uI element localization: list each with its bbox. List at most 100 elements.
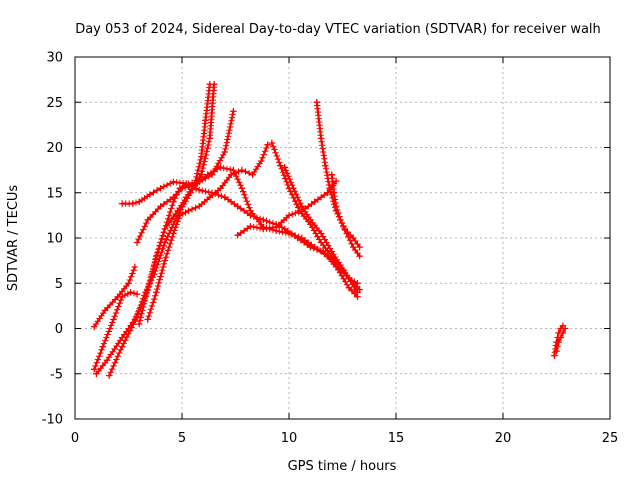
data-point [230, 108, 237, 115]
data-point [311, 198, 318, 205]
series-trace [95, 83, 211, 375]
data-point [234, 232, 241, 239]
data-point [343, 230, 350, 237]
series-s15 [553, 325, 569, 355]
data-point [311, 243, 318, 251]
series-s13 [234, 177, 340, 239]
data-point [185, 207, 192, 215]
y-tick-label: 5 [55, 277, 63, 292]
data-point [110, 316, 117, 323]
data-point [281, 164, 288, 171]
data-point [354, 280, 361, 287]
data-point [247, 223, 254, 230]
data-point [129, 200, 136, 207]
y-tick-label: -10 [42, 413, 63, 428]
series-trace [283, 166, 359, 285]
data-point [187, 189, 194, 196]
data-point [330, 189, 338, 196]
y-axis-title: SDTVAR / TECUs [6, 185, 21, 292]
data-point [131, 318, 139, 325]
data-point [249, 171, 256, 178]
data-point [337, 261, 344, 269]
series-s4 [106, 80, 218, 379]
data-point [101, 307, 109, 314]
data-point [133, 239, 141, 246]
data-point [257, 157, 265, 165]
data-point [146, 191, 154, 198]
data-point [298, 207, 306, 215]
data-point [161, 257, 169, 264]
series-trace [136, 166, 359, 298]
data-point [328, 171, 335, 178]
data-point [170, 178, 177, 186]
data-point [350, 243, 357, 251]
data-point [324, 189, 331, 196]
data-point [210, 80, 218, 88]
grid-lines [75, 57, 610, 419]
series-markers [281, 164, 361, 287]
data-point [131, 263, 139, 271]
data-point [136, 320, 143, 328]
x-tick-label: 20 [495, 431, 512, 446]
data-series [91, 80, 569, 379]
data-point [170, 194, 177, 201]
data-point [317, 135, 325, 142]
data-point [356, 252, 363, 260]
data-point [150, 261, 158, 269]
data-point [170, 230, 177, 237]
series-markers [313, 99, 363, 251]
series-s12 [328, 171, 363, 260]
x-tick-label: 5 [178, 431, 186, 446]
data-point [555, 338, 562, 346]
data-point [345, 275, 353, 282]
data-point [332, 203, 340, 210]
data-point [153, 289, 160, 296]
y-axis-ticks: -10 -5 0 5 10 15 20 25 30 [42, 51, 610, 428]
data-point [91, 366, 98, 373]
y-tick-label: 20 [46, 141, 63, 156]
data-point [298, 234, 306, 242]
y-tick-label: 25 [46, 96, 63, 111]
x-tick-label: 10 [281, 431, 298, 446]
data-point [317, 230, 325, 237]
series-markers [93, 81, 213, 377]
data-point [313, 99, 321, 106]
series-trace [315, 101, 361, 249]
data-point [290, 185, 297, 192]
data-point [206, 135, 214, 142]
data-point [93, 370, 100, 377]
data-point [144, 216, 151, 224]
data-point [561, 325, 569, 332]
data-point [285, 230, 293, 237]
data-point [260, 216, 267, 224]
data-point [142, 293, 149, 301]
data-point [176, 212, 184, 219]
data-point [264, 141, 271, 148]
data-point [272, 223, 280, 231]
y-tick-label: -5 [50, 367, 63, 382]
data-point [195, 186, 203, 194]
data-point [91, 323, 98, 330]
data-point [208, 189, 216, 196]
data-point [285, 212, 293, 219]
data-point [268, 139, 276, 147]
data-point [221, 148, 228, 156]
data-point [106, 372, 113, 379]
x-axis-ticks: 0 5 10 15 20 25 [71, 57, 618, 446]
data-point [133, 290, 141, 298]
series-s11 [313, 99, 363, 251]
data-point [332, 177, 340, 185]
data-point [557, 334, 564, 341]
series-s2 [91, 289, 141, 373]
data-point [551, 352, 558, 359]
x-tick-label: 15 [388, 431, 405, 446]
data-point [345, 284, 353, 291]
data-point [350, 234, 357, 242]
data-point [202, 117, 209, 124]
data-point [118, 293, 126, 301]
data-point [322, 162, 329, 169]
data-point [125, 280, 132, 287]
data-point [230, 166, 237, 174]
data-point [356, 243, 363, 251]
y-tick-label: 0 [55, 322, 63, 337]
